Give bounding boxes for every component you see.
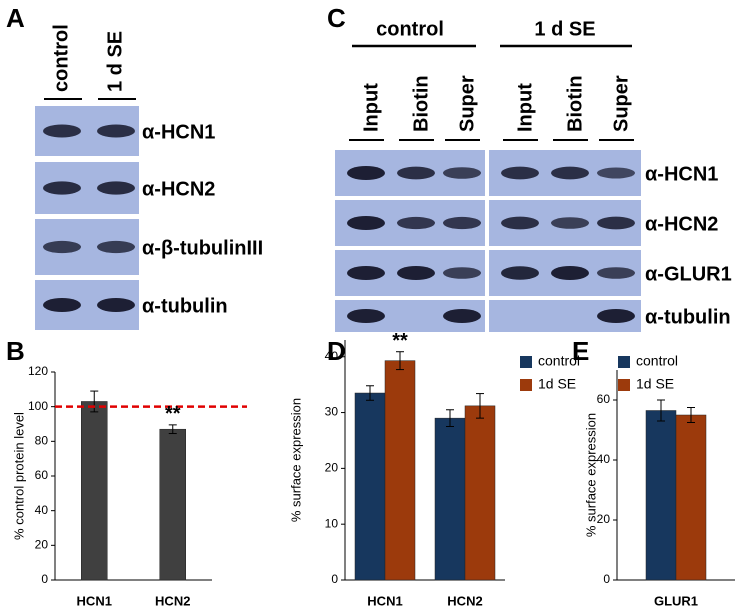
lane-label: Input — [514, 83, 536, 132]
y-tick-label: 20 — [325, 461, 339, 475]
panel-label: C — [327, 3, 346, 33]
legend-label: control — [636, 353, 678, 369]
legend-swatch — [520, 356, 532, 368]
panel-label: B — [6, 336, 25, 366]
antibody-label: α-β-tubulinIII — [142, 237, 263, 259]
blot-band — [43, 124, 81, 138]
x-tick-label: HCN2 — [155, 593, 190, 608]
x-tick-label: HCN1 — [77, 593, 112, 608]
x-tick-label: HCN1 — [367, 593, 402, 608]
y-tick-label: 10 — [325, 516, 339, 530]
antibody-label: α-tubulin — [645, 306, 731, 328]
significance: ** — [392, 330, 408, 352]
lane-label: Super — [610, 75, 632, 132]
antibody-label: α-HCN2 — [142, 178, 215, 200]
legend-label: 1d SE — [538, 376, 576, 392]
lane-label: control — [50, 24, 72, 92]
antibody-label: α-GLUR1 — [645, 263, 732, 285]
blot-band — [97, 298, 135, 312]
y-axis-label: % surface expression — [583, 413, 598, 537]
lane-label: Biotin — [564, 75, 586, 132]
legend-swatch — [618, 356, 630, 368]
antibody-label: α-HCN1 — [142, 121, 215, 143]
blot-band — [397, 216, 435, 230]
y-tick-label: 60 — [35, 468, 49, 482]
legend-label: control — [538, 353, 580, 369]
legend-swatch — [618, 379, 630, 391]
group-label: 1 d SE — [534, 18, 595, 40]
blot-band — [597, 309, 635, 323]
blot-band — [347, 266, 385, 280]
blot-band — [443, 167, 481, 179]
lane-label: 1 d SE — [104, 31, 126, 92]
bar — [384, 360, 416, 581]
y-tick-label: 0 — [331, 572, 338, 586]
y-tick-label: 120 — [28, 364, 48, 378]
bar — [81, 401, 108, 581]
blot-band — [43, 240, 81, 254]
bar — [354, 392, 386, 581]
y-tick-label: 40 — [597, 452, 611, 466]
panel-label: A — [6, 3, 25, 33]
y-tick-label: 80 — [35, 434, 49, 448]
blot-band — [501, 166, 539, 180]
blot-band — [443, 309, 481, 323]
blot-band — [97, 124, 135, 138]
legend-swatch — [520, 379, 532, 391]
blot-band — [597, 216, 635, 230]
blot-band — [443, 267, 481, 279]
significance: ** — [165, 403, 181, 425]
y-tick-label: 20 — [35, 538, 49, 552]
y-tick-label: 60 — [597, 392, 611, 406]
x-tick-label: GLUR1 — [654, 593, 698, 608]
panel-label: D — [327, 336, 346, 366]
blot-band — [551, 266, 589, 280]
blot-band — [597, 267, 635, 279]
panel-label: E — [572, 336, 589, 366]
group-label: control — [376, 18, 444, 40]
y-axis-label: % surface expression — [288, 398, 303, 522]
lane-label: Input — [360, 83, 382, 132]
bar — [464, 405, 496, 581]
bar — [645, 410, 677, 581]
blot-band — [397, 266, 435, 280]
y-tick-label: 0 — [41, 572, 48, 586]
antibody-label: α-HCN1 — [645, 163, 718, 185]
blot-band — [501, 266, 539, 280]
blot-band — [397, 166, 435, 180]
legend-label: 1d SE — [636, 376, 674, 392]
blot-band — [97, 240, 135, 254]
blot-band — [347, 309, 385, 323]
antibody-label: α-tubulin — [142, 295, 228, 317]
bar — [159, 428, 186, 581]
lane-label: Biotin — [410, 75, 432, 132]
blot-band — [551, 217, 589, 229]
blot-band — [443, 216, 481, 230]
bar — [675, 414, 707, 581]
y-tick-label: 0 — [603, 572, 610, 586]
blot-band — [501, 216, 539, 230]
y-tick-label: 30 — [325, 405, 339, 419]
blot-band — [97, 181, 135, 195]
y-axis-label: % control protein level — [11, 412, 26, 540]
y-tick-label: 20 — [597, 512, 611, 526]
x-tick-label: HCN2 — [447, 593, 482, 608]
y-tick-label: 40 — [325, 349, 339, 363]
blot-band — [347, 166, 385, 180]
antibody-label: α-HCN2 — [645, 213, 718, 235]
blot-band — [347, 216, 385, 230]
blot-band — [597, 167, 635, 179]
y-tick-label: 100 — [28, 399, 48, 413]
blot-band — [43, 181, 81, 195]
blot-band — [551, 166, 589, 180]
lane-label: Super — [456, 75, 478, 132]
bar — [434, 417, 466, 581]
blot-band — [43, 298, 81, 312]
y-tick-label: 40 — [35, 503, 49, 517]
